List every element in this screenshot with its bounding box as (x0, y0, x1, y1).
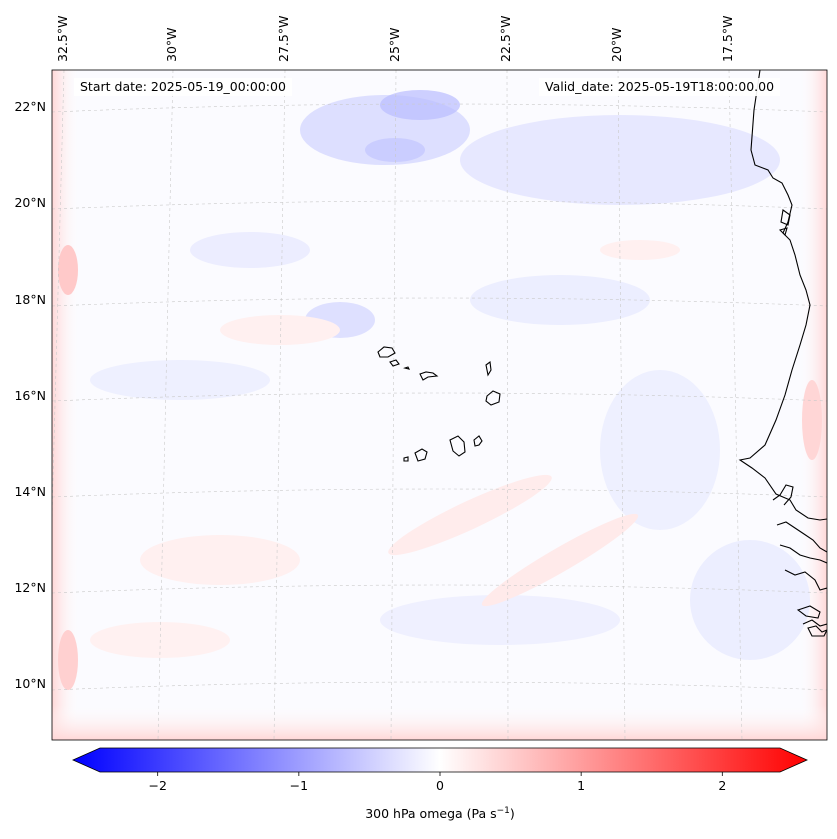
map-frame (51, 69, 828, 741)
west-africa-coastline (738, 70, 827, 637)
lat-label: 14°N (14, 484, 46, 499)
latitude-labels: 22°N 20°N 18°N 16°N 14°N 12°N 10°N (14, 99, 46, 691)
lon-label: 32.5°W (55, 16, 70, 62)
lon-label: 17.5°W (720, 16, 735, 62)
lon-label: 27.5°W (276, 16, 291, 62)
colorbar-ticks (157, 772, 723, 776)
colorbar-tick-label: 1 (577, 778, 585, 793)
lat-label: 18°N (14, 292, 46, 307)
colorbar-tick-label: −2 (148, 778, 166, 793)
colorbar-label: 300 hPa omega (Pa s−1) (0, 806, 837, 821)
colorbar: −2 −1 0 1 2 (72, 747, 808, 793)
colorbar-label-main: 300 hPa omega (Pa s (365, 806, 497, 822)
lon-label: 30°W (164, 27, 179, 62)
colorbar-tick-labels: −2 −1 0 1 2 (148, 778, 726, 793)
colorbar-tick-label: 2 (718, 778, 726, 793)
graticule (52, 70, 827, 740)
lat-label: 16°N (14, 388, 46, 403)
colorbar-tick-label: 0 (436, 778, 444, 793)
longitude-labels: 32.5°W 30°W 27.5°W 25°W 22.5°W 20°W 17.5… (55, 16, 735, 62)
cape-verde-islands (377, 346, 501, 462)
lon-label: 22.5°W (498, 16, 513, 62)
colorbar-bar (72, 747, 808, 773)
lon-label: 25°W (387, 27, 402, 62)
start-date-label: Start date: 2025-05-19_00:00:00 (74, 78, 292, 96)
lon-label: 20°W (609, 27, 624, 62)
colorbar-label-end: ) (509, 806, 515, 822)
lat-label: 22°N (14, 99, 46, 114)
lat-label: 10°N (14, 676, 46, 691)
colorbar-tick-label: −1 (290, 778, 308, 793)
colorbar-label-exponent: −1 (496, 806, 510, 816)
lat-label: 12°N (14, 580, 46, 595)
omega-field (52, 70, 827, 740)
valid-date-label: Valid_date: 2025-05-19T18:00:00.00 (539, 78, 781, 96)
map-panel (52, 70, 827, 740)
lat-label: 20°N (14, 195, 46, 210)
